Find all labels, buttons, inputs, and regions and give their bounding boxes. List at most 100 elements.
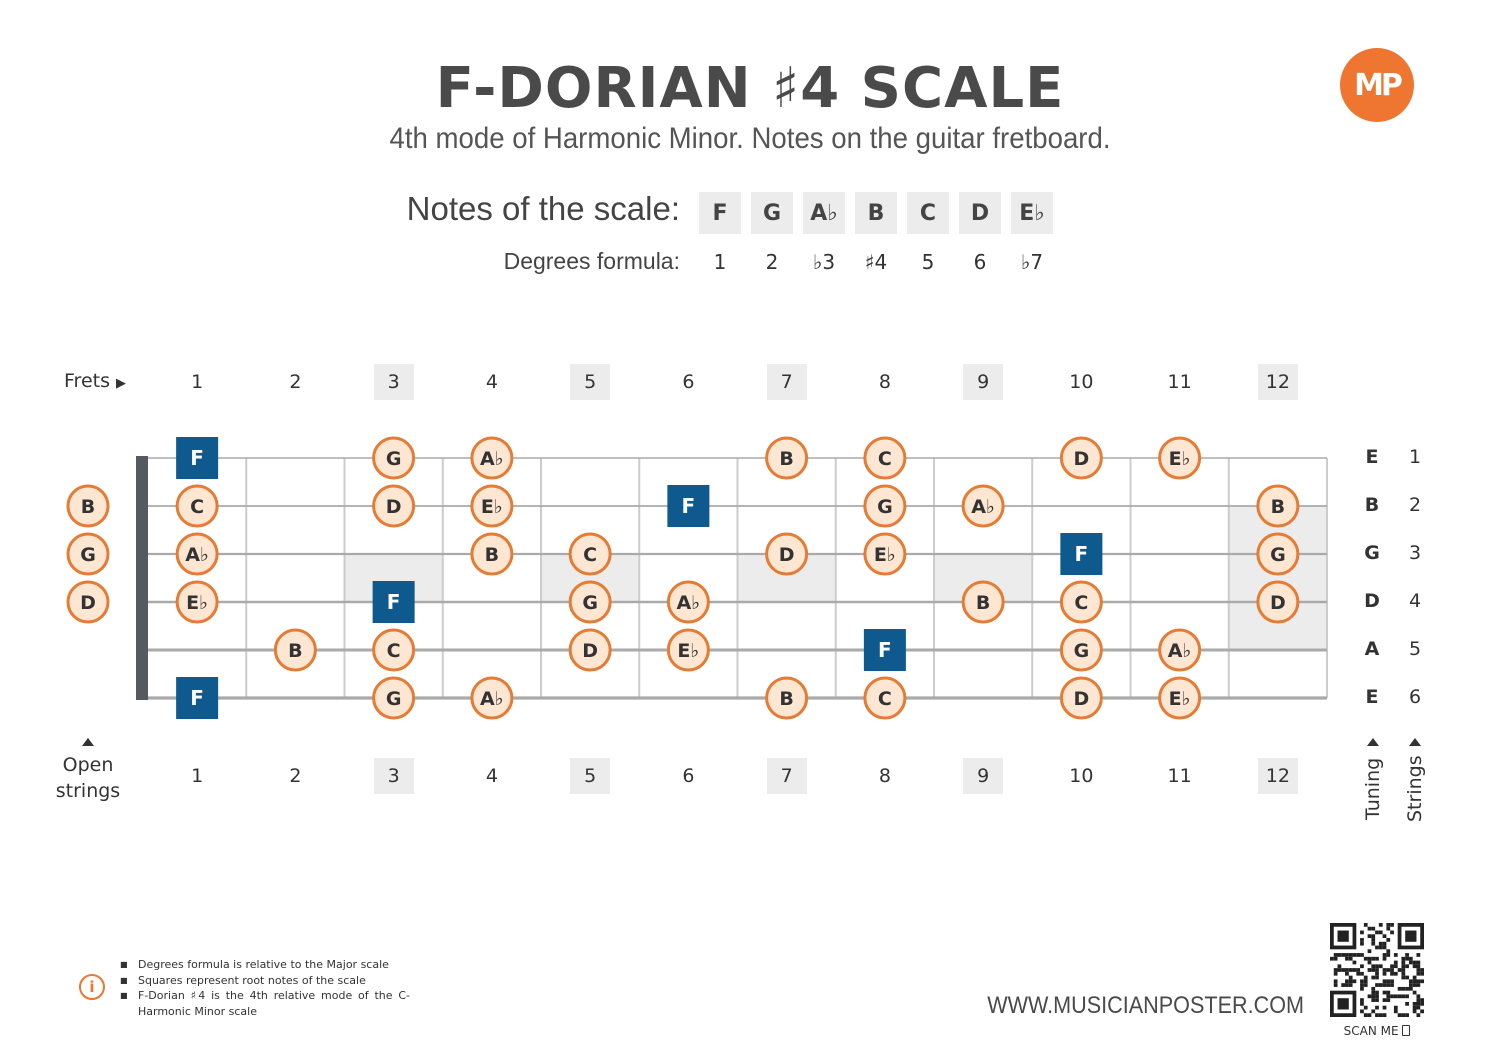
website-url[interactable]: WWW.MUSICIANPOSTER.COM xyxy=(987,992,1304,1019)
open-string-note-marker xyxy=(66,580,110,624)
scale-note-marker xyxy=(666,628,710,672)
open-string-note-marker xyxy=(66,532,110,576)
footer-note: Squares represent root notes of the scal… xyxy=(120,973,410,989)
qr-code-icon[interactable] xyxy=(1330,923,1424,1017)
fret-marker-shade xyxy=(1228,506,1327,650)
footer-note: Degrees formula is relative to the Major… xyxy=(120,957,410,973)
fret-number-bottom: 11 xyxy=(1167,765,1192,787)
scale-note-label: C xyxy=(387,640,401,662)
fret-number-bottom: 5 xyxy=(570,758,611,794)
scale-note-marker xyxy=(372,676,416,720)
scale-note-marker xyxy=(470,436,514,480)
scale-note: B xyxy=(855,192,897,234)
tuning-up-triangle-icon xyxy=(1367,738,1379,746)
tuning-note: E xyxy=(1365,446,1379,468)
fretboard-diagram: F G A♭ B C D E♭ C D E♭ F G A♭ B A♭ B C D E♭ F G E♭ F G A♭ B C D B C D E… xyxy=(66,436,1328,720)
scale-note-label: G xyxy=(877,496,893,518)
scale-note-label: C xyxy=(878,448,892,470)
fret-number-bottom: 3 xyxy=(373,758,414,794)
scale-note-marker xyxy=(175,484,219,528)
scale-degree: ♭3 xyxy=(812,250,836,274)
root-note-marker xyxy=(667,485,710,527)
tuning-note: B xyxy=(1364,494,1380,516)
open-string-note-marker xyxy=(66,484,110,528)
scale-note-label: D xyxy=(779,544,795,566)
scale-note: G xyxy=(751,192,793,234)
fret-number-top: 6 xyxy=(682,371,695,393)
string-number: 2 xyxy=(1408,494,1422,516)
scale-note-label: G xyxy=(1270,544,1286,566)
scale-note: E♭ xyxy=(1011,192,1053,234)
string-number: 6 xyxy=(1408,686,1422,708)
scale-note-label: D xyxy=(1073,688,1089,710)
tuning-label: Tuning xyxy=(1362,757,1384,820)
scale-note-marker xyxy=(1059,436,1103,480)
string-number: 4 xyxy=(1408,590,1422,612)
root-note-label: F xyxy=(682,494,696,518)
scale-note-label: C xyxy=(1074,592,1088,614)
fret-number-top: 4 xyxy=(485,371,498,393)
scale-note-marker xyxy=(470,676,514,720)
scale-note-label: G xyxy=(386,448,402,470)
scale-note-marker xyxy=(765,676,809,720)
info-icon: i xyxy=(79,974,105,1000)
scale-note-label: B xyxy=(1271,496,1285,518)
open-string-note-label: G xyxy=(80,544,96,566)
scale-notes-label: Notes of the scale: xyxy=(406,190,680,227)
fret-number-bottom: 6 xyxy=(682,765,695,787)
scale-note-marker xyxy=(1256,580,1300,624)
scale-note-label: A♭ xyxy=(185,544,209,566)
scale-note-label: D xyxy=(1270,592,1286,614)
scale-note-label: D xyxy=(386,496,402,518)
fret-number-bottom: 9 xyxy=(963,758,1004,794)
scale-degree: 1 xyxy=(713,250,727,274)
scan-me-label: SCAN ME xyxy=(1330,1024,1424,1038)
scale-note-label: E♭ xyxy=(481,496,503,518)
scale-note-label: B xyxy=(779,448,793,470)
root-note-label: F xyxy=(878,638,892,662)
scale-note-marker xyxy=(961,580,1005,624)
root-note-label: F xyxy=(1075,542,1089,566)
scale-note-label: E♭ xyxy=(874,544,896,566)
scale-degree: ♭7 xyxy=(1020,250,1044,274)
tuning-note: E xyxy=(1365,686,1379,708)
scale-note-label: D xyxy=(1073,448,1089,470)
scale-note-label: G xyxy=(582,592,598,614)
scale-note-label: B xyxy=(779,688,793,710)
root-note-marker xyxy=(863,629,906,671)
musicianposter-logo: MP xyxy=(1340,48,1414,122)
scale-note-label: C xyxy=(583,544,597,566)
string-number: 5 xyxy=(1408,638,1422,660)
fret-number-bottom: 7 xyxy=(766,758,807,794)
scale-note-marker xyxy=(470,532,514,576)
root-note-marker xyxy=(1060,533,1103,575)
fret-number-top: 11 xyxy=(1167,371,1192,393)
footer-notes-list: Degrees formula is relative to the Major… xyxy=(120,957,410,1019)
scale-note-label: B xyxy=(288,640,302,662)
open-string-note-label: D xyxy=(80,592,96,614)
scale-note-marker xyxy=(863,484,907,528)
scale-note-label: A♭ xyxy=(677,592,701,614)
scale-note-marker xyxy=(568,580,612,624)
scale-note-marker xyxy=(175,580,219,624)
scale-note-marker xyxy=(961,484,1005,528)
fret-number-bottom: 10 xyxy=(1069,765,1094,787)
play-triangle-icon: ▶ xyxy=(116,376,127,391)
root-note-label: F xyxy=(387,590,401,614)
scale-note-label: G xyxy=(1074,640,1090,662)
tuning-note: G xyxy=(1364,542,1380,564)
scale-note-marker xyxy=(1059,580,1103,624)
scale-note-label: E♭ xyxy=(677,640,699,662)
scale-note-marker xyxy=(568,532,612,576)
fret-number-top: 12 xyxy=(1257,364,1298,400)
open-string-note-label: B xyxy=(81,496,95,518)
scale-note-marker xyxy=(666,580,710,624)
scale-note: A♭ xyxy=(803,192,845,234)
scale-note-label: D xyxy=(582,640,598,662)
scale-note-marker xyxy=(765,436,809,480)
root-note-marker xyxy=(372,581,415,623)
fret-number-top: 1 xyxy=(191,371,204,393)
scale-note-label: B xyxy=(485,544,499,566)
scale-note-marker xyxy=(1158,436,1202,480)
fret-number-top: 2 xyxy=(289,371,302,393)
